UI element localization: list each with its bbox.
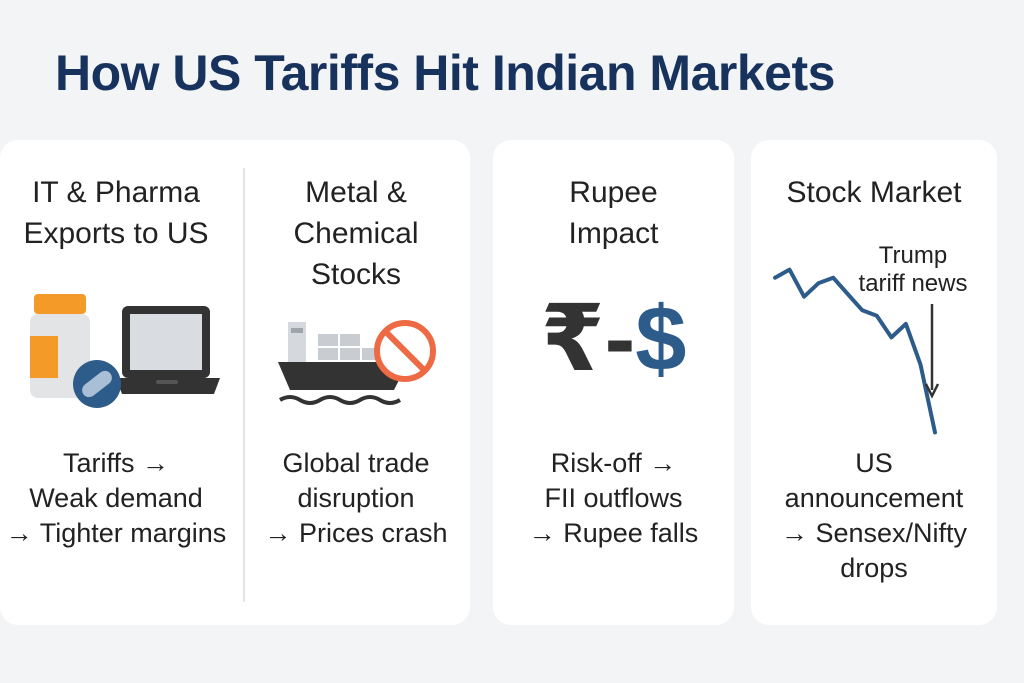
stock-line-chart [773, 267, 940, 435]
heading-line: Stock Market [786, 176, 962, 209]
card-rupee [493, 140, 734, 625]
heading-line: Rupee [569, 176, 658, 209]
panel-heading: Metal & Chemical Stocks [248, 172, 464, 295]
annotation-arrow-head [924, 383, 940, 399]
chart-annotation: Trump tariff news [843, 242, 983, 298]
pill-icon [73, 360, 121, 408]
annotation-line: Trump [878, 242, 948, 269]
body-line: Risk-off → [550, 448, 677, 478]
body-line: Tariffs → [62, 448, 170, 478]
stock-price-line [773, 267, 937, 435]
card-stock-market [751, 140, 997, 625]
body-line: → Prices crash [264, 518, 448, 548]
rupee-icon: ₹ [540, 288, 605, 390]
heading-line: Exports to US [23, 217, 209, 250]
panel-it-pharma: IT & Pharma Exports to US Tariffs → Weak… [0, 0, 232, 683]
panel-body: Tariffs → Weak demand → Tighter margins [0, 446, 232, 551]
body-line: disruption [297, 483, 415, 513]
panel-divider [243, 168, 245, 602]
cargo-ship-icon [278, 322, 408, 405]
heading-line: Chemical [293, 217, 419, 250]
panel-rupee: Rupee Impact ₹-$ Risk-off → FII outflows… [493, 0, 734, 683]
body-line: Global trade [282, 448, 430, 478]
body-line: Weak demand [29, 483, 203, 513]
body-line: → Rupee falls [528, 518, 699, 548]
body-line: FII outflows [544, 483, 683, 513]
panel-body: Global trade disruption → Prices crash [248, 446, 464, 551]
prohibited-icon [374, 320, 436, 382]
annotation-line: tariff news [858, 270, 968, 297]
body-line: US [855, 448, 893, 478]
body-line: announcement [784, 483, 964, 513]
panel-stock-market: Stock Market Trump tariff news US announ… [751, 0, 997, 683]
page-title: How US Tariffs Hit Indian Markets [55, 45, 835, 101]
panel-body: US announcement → Sensex/Nifty drops [751, 446, 997, 586]
panel-heading: IT & Pharma Exports to US [0, 172, 232, 254]
panel-heading: Stock Market [751, 172, 997, 213]
pill-bottle-icon [30, 294, 90, 398]
dash-icon: - [604, 288, 636, 390]
laptop-icon [116, 306, 220, 394]
panel-body: Risk-off → FII outflows → Rupee falls [493, 446, 734, 551]
heading-line: Metal & [305, 176, 407, 209]
dollar-icon: $ [635, 288, 687, 390]
heading-line: Stocks [310, 258, 402, 291]
panel-heading: Rupee Impact [493, 172, 734, 254]
panel-metal-chemical: Metal & Chemical Stocks Global trade dis… [248, 0, 464, 683]
body-line: drops [840, 553, 908, 583]
heading-line: Impact [568, 217, 659, 250]
currency-symbols: ₹-$ [493, 284, 734, 394]
heading-line: IT & Pharma [32, 176, 200, 209]
body-line: → Sensex/Nifty [780, 518, 968, 548]
body-line: → Tighter margins [5, 518, 227, 548]
